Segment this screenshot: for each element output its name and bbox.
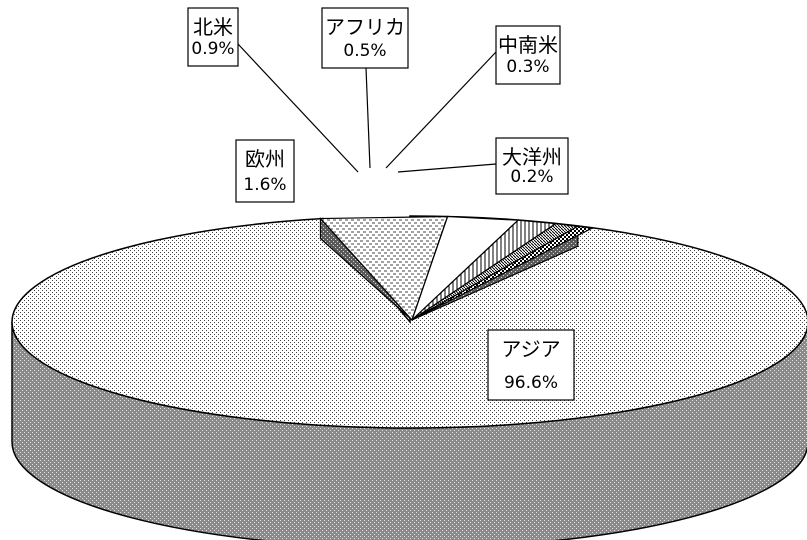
slice-asia bbox=[11, 215, 807, 429]
label-box bbox=[321, 7, 409, 69]
leader-line bbox=[237, 43, 359, 173]
slice-value-label: 0.2% bbox=[510, 167, 553, 187]
label-box bbox=[235, 139, 295, 203]
slice-value-label: 0.3% bbox=[506, 57, 549, 77]
slice-label: アジア bbox=[501, 337, 560, 361]
slice-label: 中南米 bbox=[498, 33, 558, 57]
slice-value-label: 1.6% bbox=[243, 175, 286, 195]
label-box bbox=[495, 25, 561, 85]
slice-5 bbox=[411, 225, 595, 321]
label-box bbox=[487, 329, 575, 401]
slice-label: 大洋州 bbox=[502, 145, 562, 169]
slice-value-label: 96.6% bbox=[504, 373, 558, 393]
slice-value-label: 0.5% bbox=[343, 41, 386, 61]
leader-line bbox=[365, 67, 371, 169]
slice-value-label: 0.9% bbox=[191, 39, 234, 59]
slice-label: アフリカ bbox=[325, 15, 405, 39]
leader-line bbox=[397, 163, 497, 173]
slice-label: 欧州 bbox=[245, 147, 285, 171]
leader-line bbox=[385, 51, 497, 169]
label-box bbox=[187, 7, 239, 67]
label-box bbox=[495, 137, 569, 195]
slice-label: 北米 bbox=[193, 15, 233, 39]
